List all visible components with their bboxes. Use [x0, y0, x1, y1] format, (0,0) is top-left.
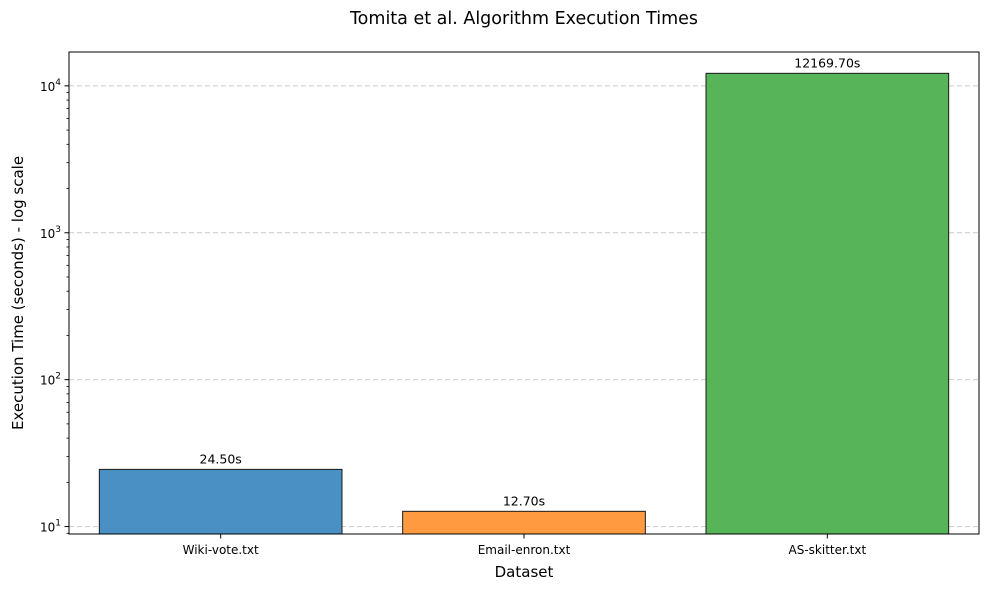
x-axis-title: Dataset [495, 563, 554, 581]
x-tick-label: Email-enron.txt [478, 543, 571, 557]
bar-value-label: 12.70s [503, 493, 545, 508]
y-tick-label: 102 [40, 372, 61, 388]
x-axis: Wiki-vote.txt Email-enron.txt AS-skitter.t… [183, 534, 867, 557]
y-tick-label: 103 [40, 225, 61, 241]
bar-as-skitter-txt [705, 72, 950, 535]
y-tick-label: 104 [40, 78, 61, 94]
bar-value-label: 12169.70s [794, 55, 860, 70]
y-axis: 101 102 103 104 [40, 78, 69, 535]
x-tick-label: Wiki-vote.txt [183, 543, 259, 557]
bar-email-enron-txt [402, 510, 646, 535]
bar-wiki-vote-txt [98, 468, 343, 535]
data-labels: 24.50s 12.70s 12169.70s [200, 55, 861, 508]
bar-value-label: 24.50s [200, 451, 242, 466]
bars [98, 72, 950, 535]
x-tick-label: AS-skitter.txt [789, 543, 867, 557]
y-tick-label: 101 [40, 519, 61, 535]
y-axis-title: Execution Time (seconds) - log scale [9, 156, 27, 430]
chart-title: Tomita et al. Algorithm Execution Times [349, 9, 698, 29]
